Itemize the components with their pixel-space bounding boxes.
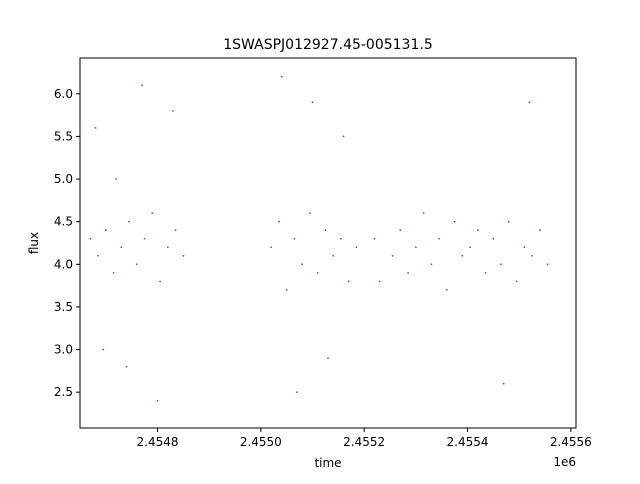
axes-frame xyxy=(79,57,577,429)
data-point xyxy=(102,348,105,351)
x-tick-label: 2.4556 xyxy=(550,435,592,449)
data-point xyxy=(347,280,350,283)
data-point xyxy=(280,75,283,78)
data-point xyxy=(156,399,159,402)
data-point xyxy=(324,229,327,232)
data-point xyxy=(151,212,154,215)
data-point xyxy=(301,263,304,266)
x-ticks: 2.4548 2.4550 2.4552 2.4554 2.4556 xyxy=(137,428,592,449)
data-point xyxy=(296,391,298,394)
data-point xyxy=(378,280,381,283)
y-tick-label: 5.0 xyxy=(54,172,73,186)
data-point xyxy=(94,127,97,129)
data-point xyxy=(391,254,394,257)
data-point xyxy=(327,357,329,359)
y-tick-label: 3.0 xyxy=(54,343,73,357)
data-points xyxy=(89,75,549,402)
data-point xyxy=(316,271,319,274)
data-point xyxy=(507,220,510,223)
x-offset-label: 1e6 xyxy=(553,455,576,469)
data-point xyxy=(515,280,518,283)
data-point xyxy=(125,365,128,368)
data-point xyxy=(502,382,505,385)
x-tick-label: 2.4550 xyxy=(240,435,282,449)
y-tick-label: 6.0 xyxy=(54,87,73,101)
data-point xyxy=(332,254,335,257)
data-point xyxy=(469,246,471,249)
data-point xyxy=(97,254,99,257)
data-point xyxy=(399,229,402,232)
y-axis-label: flux xyxy=(27,232,41,254)
chart-title: 1SWASPJ012927.45-005131.5 xyxy=(223,37,432,53)
data-point xyxy=(414,246,417,249)
y-tick-label: 4.5 xyxy=(54,215,73,229)
x-axis-label: time xyxy=(314,456,341,470)
data-point xyxy=(461,254,464,257)
y-tick-label: 5.5 xyxy=(54,129,73,143)
data-point xyxy=(293,237,296,240)
data-point xyxy=(438,237,440,240)
data-point xyxy=(311,101,314,104)
data-point xyxy=(422,212,425,215)
data-point xyxy=(476,229,479,232)
data-point xyxy=(128,220,130,223)
data-point xyxy=(342,135,345,138)
data-point xyxy=(340,237,342,240)
data-point xyxy=(172,109,174,112)
data-point xyxy=(135,263,138,266)
y-tick-label: 3.5 xyxy=(54,300,73,314)
data-point xyxy=(355,246,358,249)
y-ticks: 2.5 3.0 3.5 4.0 4.5 5.0 5.5 6.0 xyxy=(54,87,80,399)
y-tick-label: 2.5 xyxy=(54,385,73,399)
data-point xyxy=(492,237,495,240)
data-point xyxy=(120,246,123,249)
data-point xyxy=(453,220,456,223)
data-point xyxy=(523,246,526,249)
data-point xyxy=(500,263,502,266)
data-point xyxy=(182,254,185,257)
data-point xyxy=(546,263,549,266)
data-point xyxy=(430,263,433,266)
data-point xyxy=(445,288,448,291)
data-point xyxy=(528,101,531,104)
data-point xyxy=(89,237,92,240)
data-point xyxy=(141,84,143,87)
x-tick-label: 2.4548 xyxy=(137,435,179,449)
data-point xyxy=(407,271,409,274)
data-point xyxy=(143,237,146,240)
data-point xyxy=(166,246,169,249)
data-point xyxy=(104,229,107,232)
data-point xyxy=(174,229,177,232)
data-point xyxy=(309,212,311,215)
data-point xyxy=(285,288,288,291)
data-point xyxy=(538,229,541,232)
data-point xyxy=(112,271,115,274)
data-point xyxy=(270,246,273,249)
data-point xyxy=(484,271,487,274)
data-point xyxy=(278,220,280,223)
data-point xyxy=(115,178,118,180)
data-point xyxy=(531,254,533,257)
data-point xyxy=(159,280,161,283)
x-tick-label: 2.4554 xyxy=(447,435,489,449)
x-tick-label: 2.4552 xyxy=(343,435,385,449)
y-tick-label: 4.0 xyxy=(54,257,73,271)
data-point xyxy=(373,237,376,240)
